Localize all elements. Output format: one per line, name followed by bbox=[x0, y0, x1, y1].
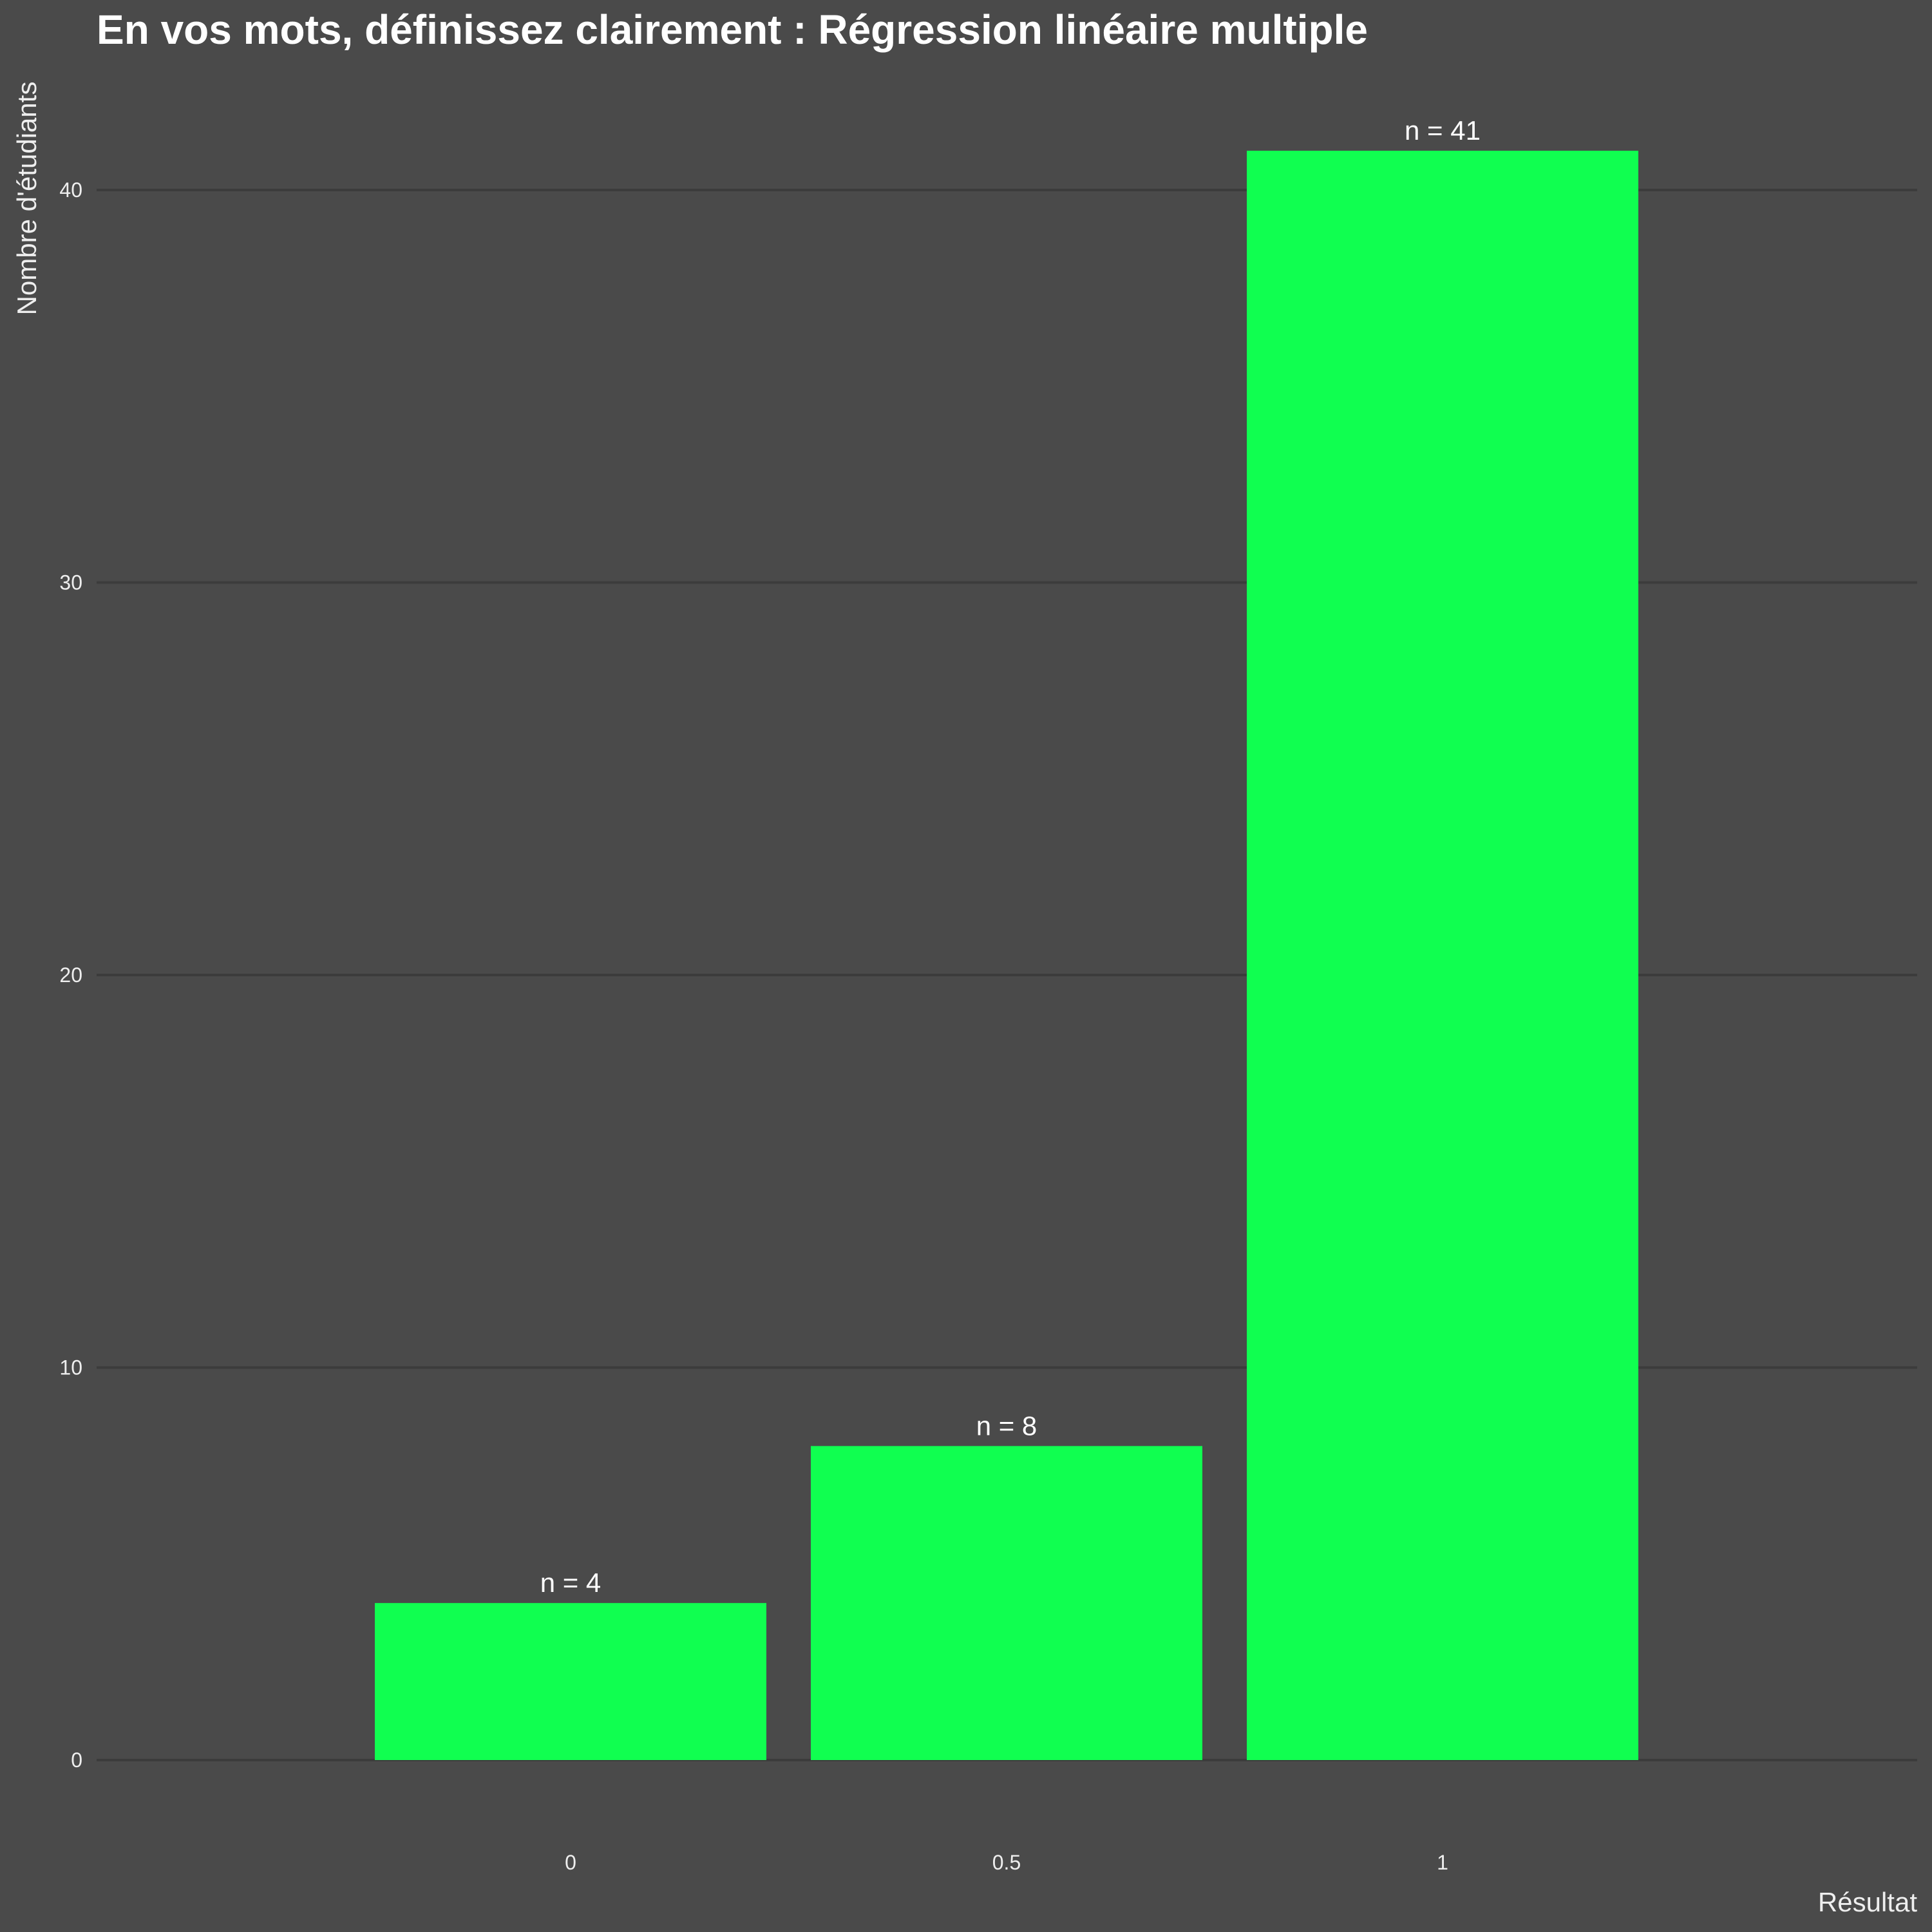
chart-title: En vos mots, définissez clairement : Rég… bbox=[97, 6, 1368, 53]
x-tick-label-0.5: 0.5 bbox=[992, 1851, 1021, 1874]
y-tick-label-10: 10 bbox=[59, 1356, 82, 1379]
y-tick-label-40: 40 bbox=[59, 178, 82, 202]
x-tick-label-0: 0 bbox=[565, 1851, 576, 1874]
bar-value-label-0.5: n = 8 bbox=[976, 1410, 1037, 1441]
x-axis-label: Résultat bbox=[1818, 1887, 1917, 1917]
y-tick-label-0: 0 bbox=[71, 1748, 82, 1772]
bars bbox=[375, 151, 1638, 1760]
bar-1 bbox=[1247, 151, 1638, 1760]
bar-value-label-1: n = 41 bbox=[1405, 115, 1481, 146]
y-tick-label-20: 20 bbox=[59, 963, 82, 987]
bar-labels: n = 4 n = 8 n = 41 bbox=[540, 115, 1481, 1598]
y-axis-label: Nombre d'étudiants bbox=[12, 82, 42, 316]
bar-0 bbox=[375, 1603, 766, 1760]
y-axis-ticks: 0 10 20 30 40 bbox=[59, 178, 82, 1772]
x-axis-ticks: 0 0.5 1 bbox=[565, 1851, 1448, 1874]
y-tick-label-30: 30 bbox=[59, 571, 82, 594]
bar-value-label-0: n = 4 bbox=[540, 1567, 601, 1598]
bar-0.5 bbox=[811, 1446, 1202, 1760]
x-tick-label-1: 1 bbox=[1437, 1851, 1448, 1874]
